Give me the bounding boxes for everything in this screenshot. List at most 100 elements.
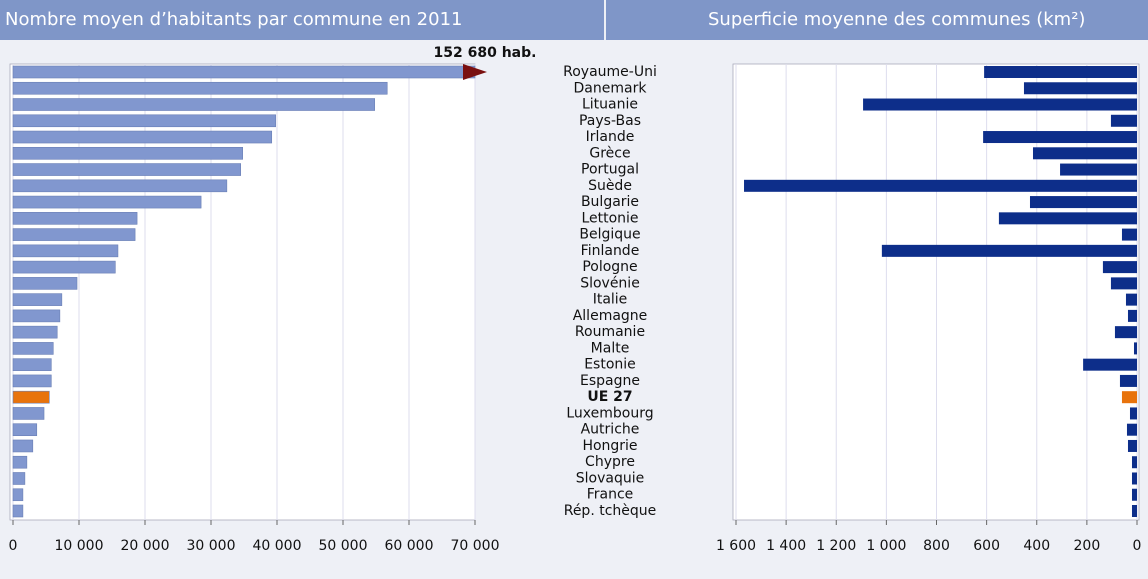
bar [12,342,54,355]
bar [1126,423,1137,436]
bar [12,358,52,371]
bar [1125,293,1137,306]
category-label: Irlande [586,129,635,145]
bar [1083,358,1137,371]
overflow-arrow [463,64,487,80]
bar [863,98,1137,111]
bar [12,293,63,306]
bar [12,309,61,323]
bar [1114,326,1137,339]
bar [12,98,375,111]
bar [1121,391,1137,404]
bar [1131,505,1137,517]
bar [12,195,202,209]
x-tick-label: 1 600 [716,538,756,554]
header-divider [604,0,606,40]
category-label: Autriche [581,422,640,438]
bar [881,244,1137,257]
x-tick-label: 30 000 [187,538,236,554]
bar [12,260,116,274]
category-label: Italie [593,292,628,308]
bar [1121,228,1137,241]
category-label: Allemagne [573,308,648,324]
x-tick-label: 50 000 [319,538,368,554]
bar [744,179,1137,192]
bar [12,179,228,193]
bar [1032,147,1137,160]
category-label: France [587,487,634,503]
header-band [0,0,1148,40]
category-label: Luxembourg [566,405,653,421]
x-tick-label: 0 [1133,538,1142,554]
bar [12,163,241,176]
x-tick-label: 600 [973,538,1000,554]
x-tick-label: 1 400 [766,538,806,554]
bar [12,488,24,502]
x-tick-label: 200 [1074,538,1101,554]
bar [12,130,273,144]
bar [12,407,45,420]
bar [1127,439,1137,452]
bar [1131,488,1137,501]
bar [1110,277,1137,290]
x-tick-label: 0 [9,538,18,554]
bar [12,114,276,128]
bar [12,390,50,404]
x-tick-label: 70 000 [451,538,500,554]
category-label: Pays-Bas [579,113,641,129]
bar [1102,261,1137,274]
category-label: Grèce [589,145,630,161]
bar [12,244,119,258]
category-label: Malte [591,340,630,356]
bar [1023,82,1137,95]
bar [1133,342,1137,355]
x-tick-label: 40 000 [253,538,302,554]
bar [12,65,476,79]
bar [12,146,243,160]
bar [1131,472,1137,485]
category-label: Suède [588,178,632,194]
bar [1029,196,1137,209]
category-label: Bulgarie [581,194,639,210]
category-label: Finlande [581,243,640,259]
value-label: 152 680 hab. [434,45,537,61]
bar [1131,456,1137,469]
x-tick-label: 400 [1023,538,1050,554]
bar [12,504,24,518]
bar [983,131,1137,144]
x-tick-label: 1 000 [866,538,906,554]
category-label: Chypre [585,454,635,470]
bar [1110,114,1137,127]
x-tick-label: 1 200 [816,538,856,554]
category-label: Espagne [580,373,640,389]
bar [1129,407,1137,420]
category-label: Slovaquie [576,470,644,486]
category-label: Hongrie [582,438,637,454]
x-tick-label: 60 000 [385,538,434,554]
category-label: Estonie [584,357,636,373]
bar [12,455,28,469]
category-label: Rép. tchèque [564,503,657,519]
x-tick-label: 800 [923,538,950,554]
bar [1127,309,1137,322]
bar [12,439,34,453]
category-label: Roumanie [575,324,645,340]
bar [12,325,58,339]
bar [12,472,26,485]
category-label: Danemark [574,80,648,96]
category-label: Royaume-Uni [563,64,657,80]
x-tick-label: 10 000 [55,538,104,554]
chart-title: Nombre moyen d’habitants par commune en … [5,9,463,30]
category-label: Belgique [579,227,640,243]
category-label: Portugal [581,162,639,178]
chart-title: Superficie moyenne des communes (km²) [708,9,1085,30]
bar [12,277,78,290]
category-label: Lituanie [582,97,638,113]
bar [12,423,38,437]
bar [12,374,52,388]
bar [12,81,388,95]
category-label: Lettonie [581,210,638,226]
category-label: Pologne [582,259,637,275]
category-label: Slovénie [580,275,640,291]
